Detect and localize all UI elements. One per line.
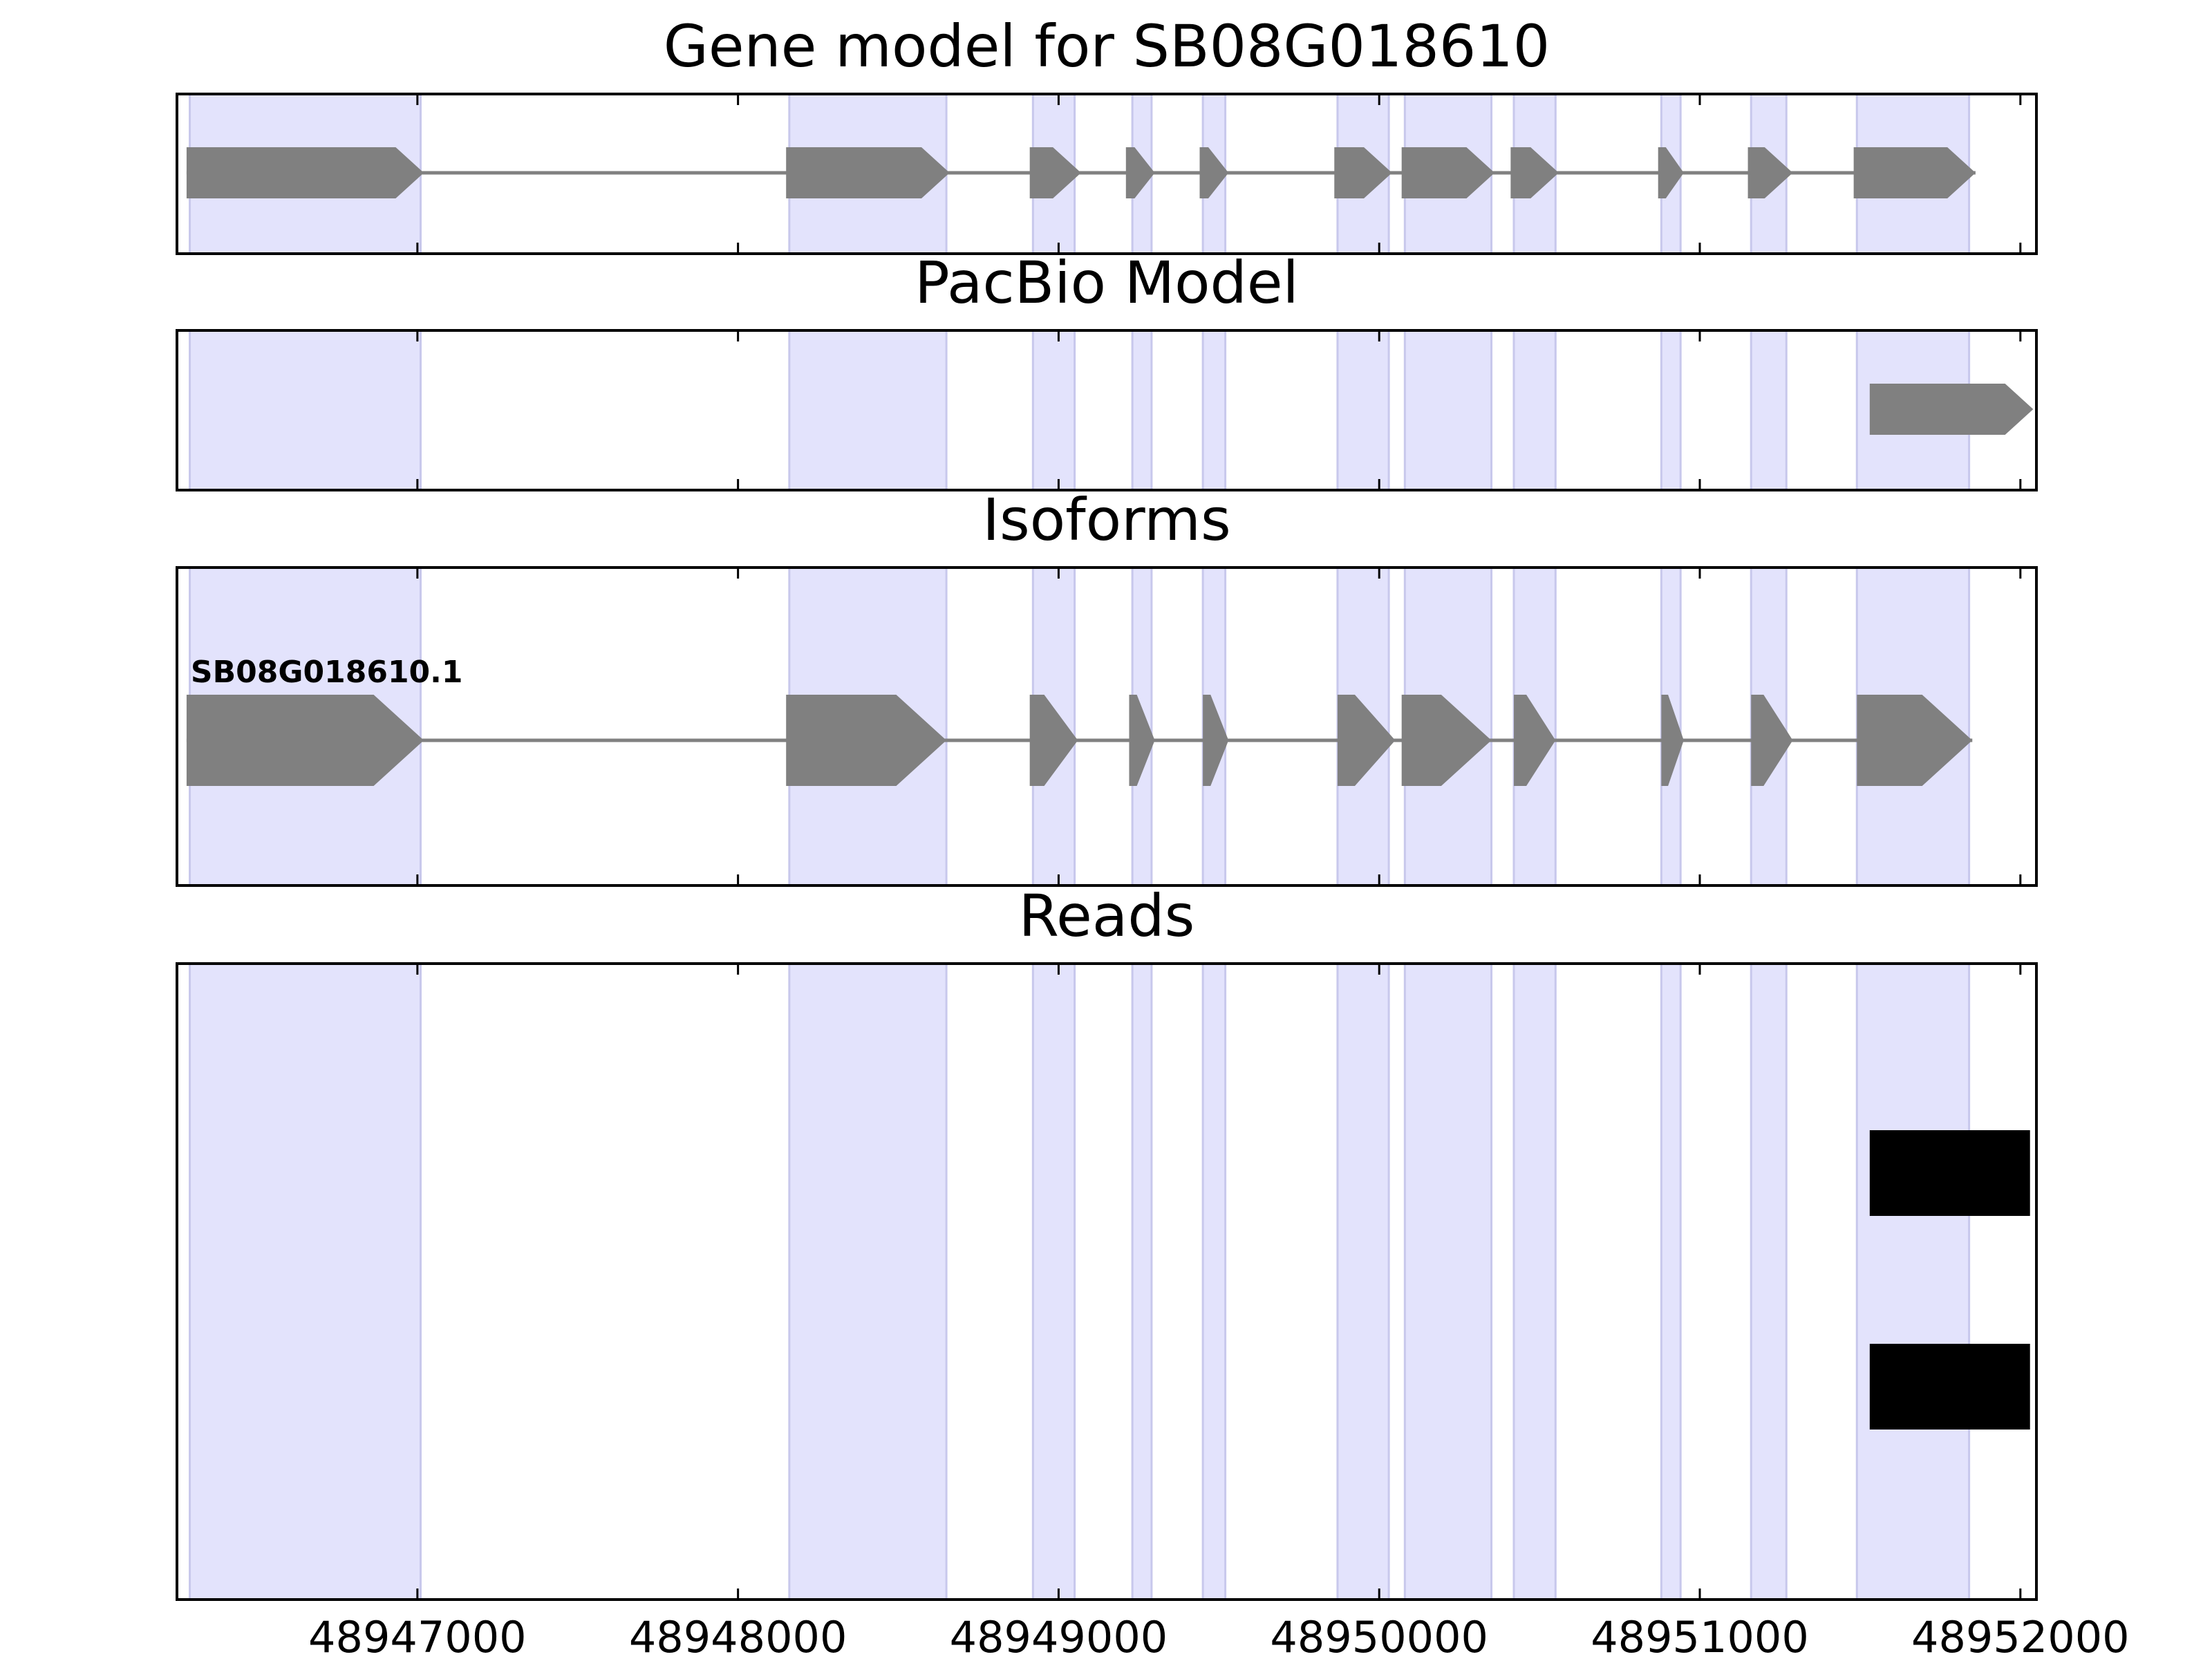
panel-4: Reads <box>176 882 2038 1601</box>
exon-feature <box>1658 147 1684 198</box>
exon-feature <box>1401 695 1492 786</box>
exon-feature <box>1514 695 1556 786</box>
exon-region-shade <box>1750 329 1788 491</box>
exon-feature <box>1751 695 1793 786</box>
x-tick-label: 48948000 <box>629 1612 847 1659</box>
exon-region-shade <box>1131 329 1153 491</box>
panel-1: Gene model for SB08G018610 <box>176 12 2038 255</box>
panel-3: Isoforms SB08G018610.1 <box>176 486 2038 887</box>
exon-region-shade <box>1131 962 1153 1601</box>
panel-title: Gene model for SB08G018610 <box>664 12 1550 80</box>
exon-region-shade <box>788 962 948 1601</box>
exon-region-shade <box>1403 962 1493 1601</box>
exon-region-shade <box>1512 329 1557 491</box>
exon-region-shade <box>1660 329 1682 491</box>
exon-feature <box>1510 147 1559 198</box>
exon-feature <box>1337 695 1396 786</box>
exon-feature <box>186 147 424 198</box>
exon-region-shade <box>1031 962 1076 1601</box>
x-tick-label: 48950000 <box>1270 1612 1488 1659</box>
exon-region-shade <box>1201 962 1227 1601</box>
exon-region-shade <box>1855 962 1971 1601</box>
exon-region-shade <box>1750 962 1788 1601</box>
exon-region-shade <box>1201 329 1227 491</box>
exon-region-shade <box>1512 962 1557 1601</box>
panel-2: PacBio Model <box>176 249 2038 491</box>
isoform-label: SB08G018610.1 <box>191 655 463 690</box>
read-bar <box>1869 1130 2030 1216</box>
exon-feature <box>186 695 424 786</box>
exon-feature <box>1125 147 1155 198</box>
exon-feature <box>1869 384 2034 435</box>
exon-feature <box>1401 147 1495 198</box>
panel-title: Isoforms <box>982 486 1231 554</box>
track-panels: Gene model for SB08G018610 PacBio Model Is… <box>176 12 2038 1601</box>
x-axis: 48947000 48948000 48949000 48950000 48951000… <box>308 1612 2130 1659</box>
exon-region-shade <box>1031 329 1076 491</box>
exon-feature <box>1661 695 1684 786</box>
exon-region-shade <box>189 329 422 491</box>
exon-region-shade <box>1403 329 1493 491</box>
exon-feature <box>786 695 947 786</box>
x-tick-label: 48952000 <box>1911 1612 2130 1659</box>
x-tick-label: 48951000 <box>1591 1612 1809 1659</box>
x-tick-label: 48947000 <box>308 1612 527 1659</box>
panel-frame <box>176 93 2038 255</box>
exon-region-shade <box>189 962 422 1601</box>
exon-region-shade <box>1660 962 1682 1601</box>
panel-frame <box>176 329 2038 491</box>
exon-feature <box>1747 147 1793 198</box>
panel-title: PacBio Model <box>915 249 1299 317</box>
read-bar <box>1869 1344 2030 1430</box>
exon-feature <box>1199 147 1229 198</box>
exon-region-shade <box>1336 329 1390 491</box>
exon-feature <box>1029 147 1081 198</box>
x-tick-label: 48949000 <box>950 1612 1168 1659</box>
exon-region-shade <box>1336 962 1390 1601</box>
exon-feature <box>1203 695 1229 786</box>
panel-frame <box>176 962 2038 1601</box>
exon-feature <box>1853 147 1976 198</box>
panel-frame <box>176 566 2038 887</box>
panel-title: Reads <box>1019 882 1195 950</box>
exon-feature <box>1334 147 1392 198</box>
exon-feature <box>1029 695 1078 786</box>
exon-feature <box>786 147 950 198</box>
exon-feature <box>1857 695 1973 786</box>
exon-region-shade <box>788 329 948 491</box>
exon-feature <box>1129 695 1155 786</box>
